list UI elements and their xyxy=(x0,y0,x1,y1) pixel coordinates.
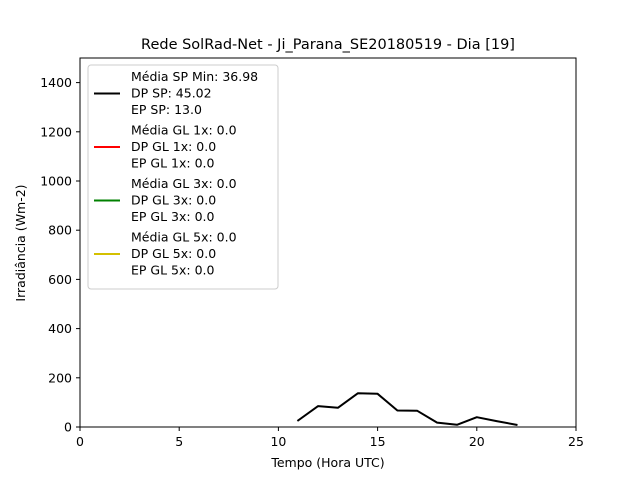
legend-entry-4-line-3: EP GL 5x: 0.0 xyxy=(131,263,214,278)
chart-title: Rede SolRad-Net - Ji_Parana_SE20180519 -… xyxy=(141,37,515,53)
y-tick-label: 1200 xyxy=(40,124,72,139)
legend-entry-3-line-2: DP GL 3x: 0.0 xyxy=(131,193,216,208)
legend-entry-2-line-2: DP GL 1x: 0.0 xyxy=(131,139,216,154)
x-tick-label: 25 xyxy=(568,434,584,449)
legend-entry-4-line-2: DP GL 5x: 0.0 xyxy=(131,246,216,261)
y-tick-label: 1000 xyxy=(40,174,72,189)
series-line-1 xyxy=(296,392,518,426)
legend-entry-1-line-3: EP SP: 13.0 xyxy=(131,102,202,117)
legend-entry-4-line-1: Média GL 5x: 0.0 xyxy=(131,230,237,245)
x-tick-label: 15 xyxy=(370,434,386,449)
x-tick-label: 10 xyxy=(270,434,286,449)
axes-frame xyxy=(79,57,577,428)
x-axis-label: Tempo (Hora UTC) xyxy=(270,455,384,470)
y-tick-label: 0 xyxy=(64,420,72,435)
legend-entry-3-line-3: EP GL 3x: 0.0 xyxy=(131,209,214,224)
legend-entry-2-line-1: Média GL 1x: 0.0 xyxy=(131,123,237,138)
legend-entry-1-line-1: Média SP Min: 36.98 xyxy=(131,69,258,84)
legend-entry-3-line-1: Média GL 3x: 0.0 xyxy=(131,176,237,191)
x-tick-label: 5 xyxy=(175,434,183,449)
y-tick-label: 800 xyxy=(48,223,72,238)
plot-area xyxy=(296,392,518,426)
x-tick-label: 20 xyxy=(469,434,485,449)
y-axis-label: Irradiância (Wm-2) xyxy=(13,184,28,301)
legend-frame xyxy=(87,64,279,290)
y-tick-label: 1400 xyxy=(40,75,72,90)
legend-entry-2-line-3: EP GL 1x: 0.0 xyxy=(131,156,214,171)
axes: 0 5 10 15 20 25 0 200 400 600 800 1000 1200 1400 xyxy=(40,57,584,449)
y-tick-label: 400 xyxy=(48,321,72,336)
legend-entry-1-line-2: DP SP: 45.02 xyxy=(131,86,212,101)
y-tick-label: 200 xyxy=(48,370,72,385)
y-tick-label: 600 xyxy=(48,272,72,287)
x-tick-label: 0 xyxy=(76,434,84,449)
